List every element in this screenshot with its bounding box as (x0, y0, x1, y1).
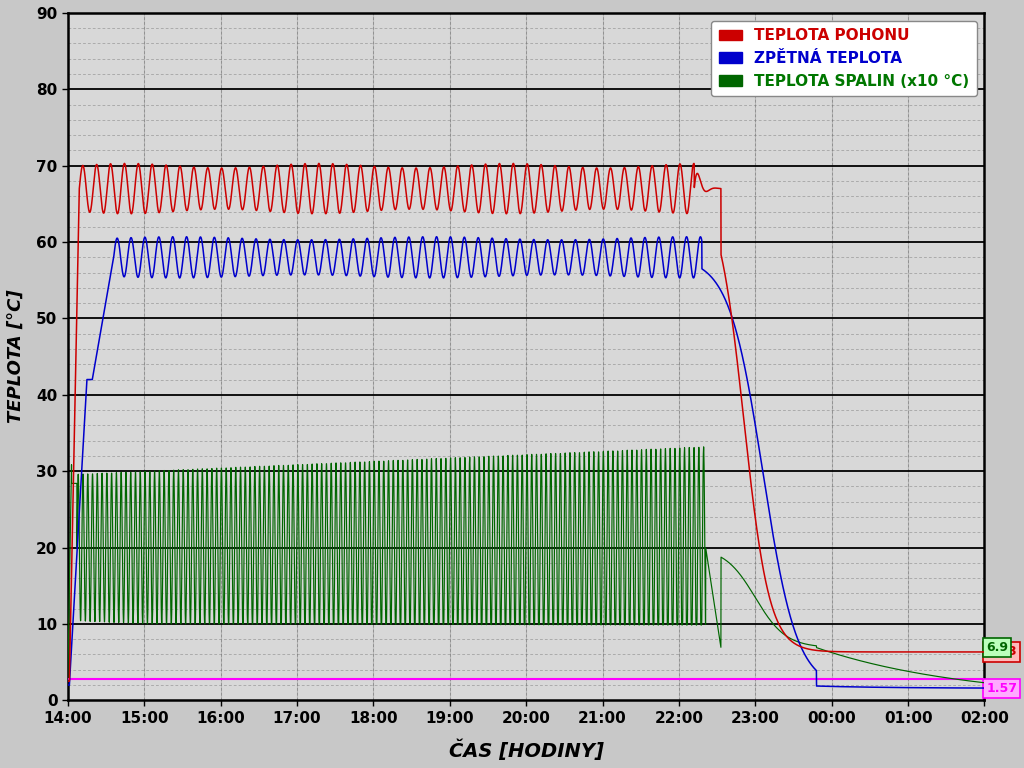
Text: 1.57: 1.57 (986, 682, 1017, 695)
Y-axis label: TEPLOTA [°C]: TEPLOTA [°C] (7, 290, 25, 423)
Text: 6.33: 6.33 (986, 645, 1017, 658)
X-axis label: ČAS [HODINY]: ČAS [HODINY] (449, 740, 603, 761)
Legend: TEPLOTA POHONU, ZPĚTNÁ TEPLOTA, TEPLOTA SPALIN (x10 °C): TEPLOTA POHONU, ZPĚTNÁ TEPLOTA, TEPLOTA … (712, 21, 977, 96)
Text: 6.9: 6.9 (986, 641, 1009, 654)
